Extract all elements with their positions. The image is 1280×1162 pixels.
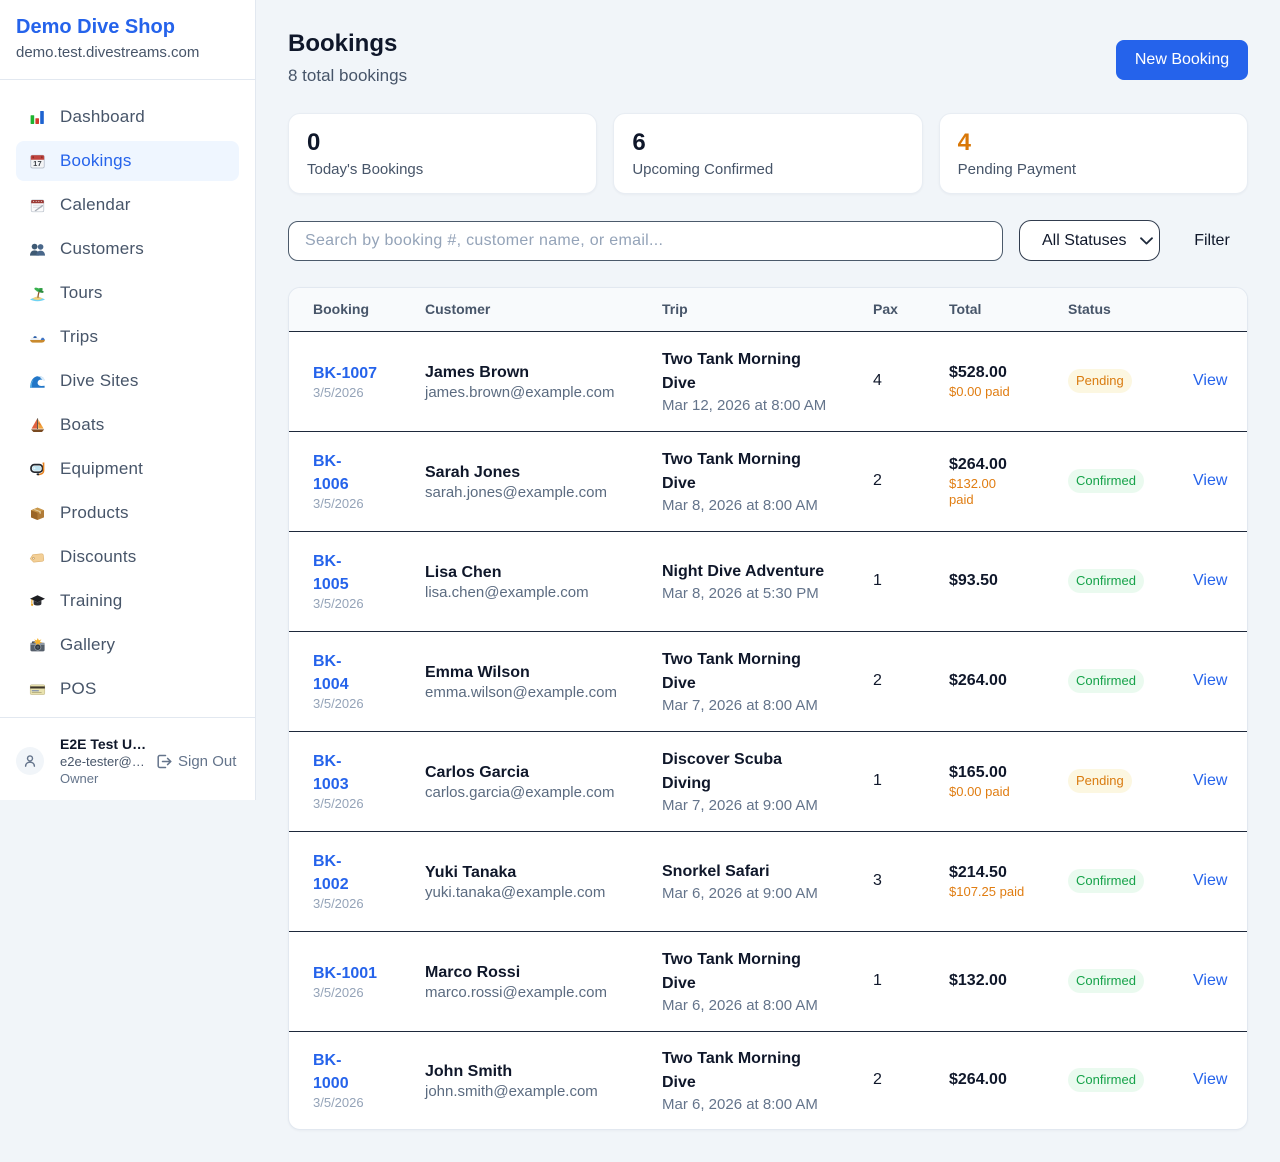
svg-text:17: 17	[33, 159, 42, 168]
